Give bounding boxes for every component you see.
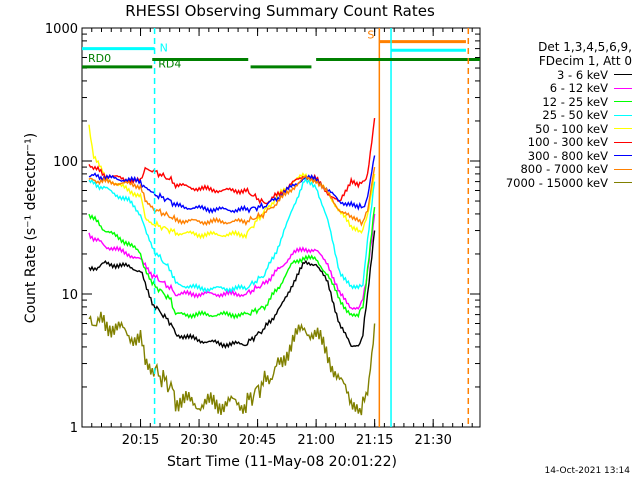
y-tick-label: 100 (53, 155, 78, 170)
series-group (88, 118, 376, 416)
legend-swatch (614, 74, 632, 76)
series-line (88, 230, 376, 350)
legend-entry-label: 800 - 7000 keV (520, 162, 608, 177)
annotation-label: N (160, 42, 168, 55)
series-line (88, 207, 376, 320)
legend-entry: 6 - 12 keV (484, 81, 632, 96)
plot-frame (81, 27, 481, 428)
y-tick-label: 1000 (45, 22, 78, 37)
legend: Det 1,3,4,5,6,9, FDecim 1, Att 0 3 - 6 k… (484, 40, 632, 190)
series-line (88, 166, 376, 227)
legend-entry-label: 100 - 300 keV (527, 135, 608, 150)
legend-header-line-1: Det 1,3,4,5,6,9, (538, 40, 632, 54)
legend-swatch (614, 155, 632, 157)
timestamp: 14-Oct-2021 13:14 (544, 466, 630, 476)
series-line (88, 213, 376, 311)
legend-entry: 100 - 300 keV (484, 135, 632, 150)
legend-entry: 12 - 25 keV (484, 95, 632, 109)
legend-entry: 25 - 50 keV (484, 108, 632, 123)
legend-swatch (614, 168, 632, 170)
y-axis-label: Count Rate (s⁻¹ detector⁻¹) (23, 133, 39, 323)
annotation-group: N RD0 RD4 S (82, 28, 480, 427)
legend-entry-label: 7000 - 15000 keV (505, 175, 608, 190)
legend-header-line-2: FDecim 1, Att 0 (538, 54, 632, 68)
chart-title: RHESSI Observing Summary Count Rates (125, 2, 435, 20)
legend-entry-label: 6 - 12 keV (549, 81, 608, 96)
x-tick-label: 20:30 (180, 433, 217, 448)
legend-entry-label: 50 - 100 keV (535, 121, 608, 136)
legend-entry: 7000 - 15000 keV (484, 176, 632, 190)
legend-swatch (614, 128, 632, 130)
legend-swatch (614, 87, 632, 89)
x-tick-label: 21:00 (297, 433, 334, 448)
y-tick-label: 10 (61, 288, 78, 303)
annotation-label: RD4 (158, 57, 181, 70)
x-tick-label: 21:15 (356, 433, 393, 448)
legend-entry-label: 3 - 6 keV (557, 67, 608, 82)
legend-swatch (614, 101, 632, 103)
legend-entry: 3 - 6 keV (484, 68, 632, 82)
legend-swatch (614, 114, 632, 116)
legend-swatch (614, 141, 632, 143)
legend-entry-label: 12 - 25 keV (542, 94, 608, 109)
legend-entry: 50 - 100 keV (484, 122, 632, 136)
series-line (88, 311, 376, 416)
legend-swatch (614, 182, 632, 184)
legend-entry: 300 - 800 keV (484, 149, 632, 163)
legend-entry-label: 25 - 50 keV (542, 108, 608, 123)
series-line (88, 177, 376, 294)
x-axis-label: Start Time (11-May-08 20:01:22) (166, 454, 398, 470)
annotation-label: RD0 (88, 52, 111, 65)
y-tick-label: 1 (70, 421, 78, 436)
x-tick-label: 20:15 (122, 433, 159, 448)
annotation-label: S (367, 29, 374, 42)
legend-entry-label: 300 - 800 keV (527, 148, 608, 163)
legend-entry: 800 - 7000 keV (484, 162, 632, 177)
x-tick-label: 21:30 (414, 433, 451, 448)
axis-ticks: 20:15 20:30 20:45 21:00 21:15 21:30 1 10 100 1000 (45, 22, 480, 448)
x-tick-label: 20:45 (239, 433, 276, 448)
